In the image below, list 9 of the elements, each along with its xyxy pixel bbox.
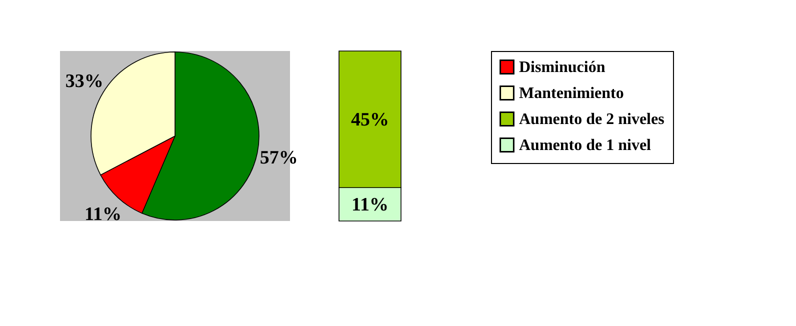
legend-label: Disminución <box>519 59 606 76</box>
data-label: 57% <box>260 147 298 168</box>
legend-label: Aumento de 2 niveles <box>519 111 664 128</box>
data-label: 11% <box>352 194 388 216</box>
data-label: 33% <box>65 71 104 92</box>
legend-label: Aumento de 1 nivel <box>519 137 652 154</box>
data-label: 11% <box>84 204 122 225</box>
legend-label: Mantenimiento <box>519 85 624 102</box>
data-label: 45% <box>351 109 389 130</box>
